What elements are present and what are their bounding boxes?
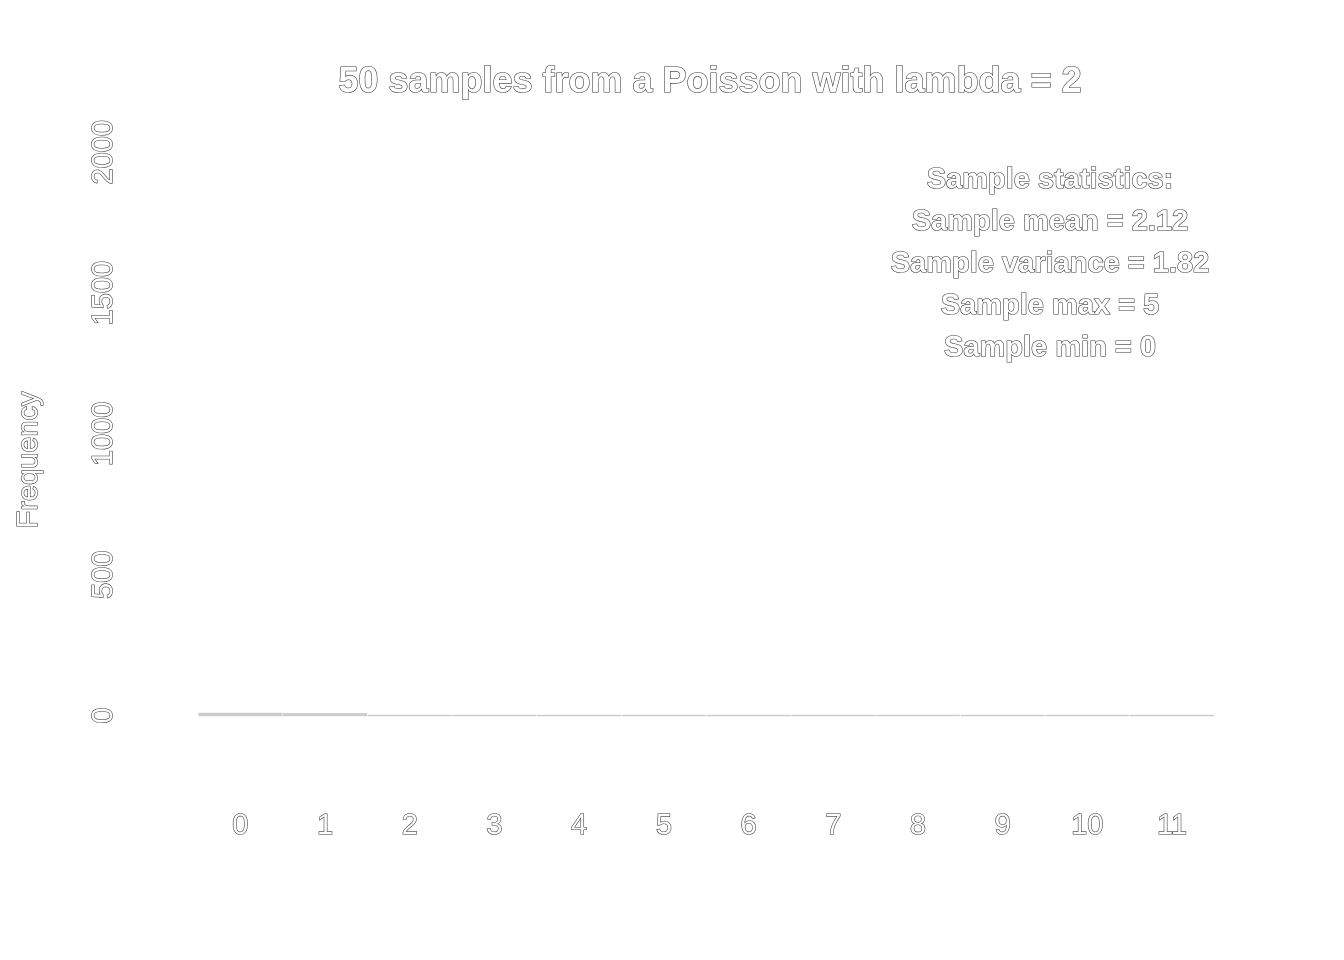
stats-line: Sample mean = 2.12 bbox=[912, 205, 1188, 237]
stats-line: Sample max = 5 bbox=[941, 289, 1159, 321]
x-tick-label: 3 bbox=[486, 809, 502, 841]
y-tick-label: 0 bbox=[87, 707, 119, 723]
x-tick-label: 11 bbox=[1157, 809, 1187, 841]
sample-statistics-annotation: Sample statistics: Sample mean = 2.12 Samp… bbox=[890, 162, 1210, 363]
y-axis-label: Frequency bbox=[12, 391, 44, 529]
x-axis-ticks: 0 1 2 3 4 5 6 7 8 9 10 11 bbox=[232, 808, 1188, 841]
x-tick-label: 8 bbox=[910, 809, 926, 841]
stats-line: Sample min = 0 bbox=[944, 331, 1156, 363]
stats-line: Sample variance = 1.82 bbox=[891, 247, 1209, 279]
bar-1 bbox=[283, 713, 368, 717]
x-tick-label: 2 bbox=[402, 809, 418, 841]
x-tick-label: 5 bbox=[656, 809, 672, 841]
x-tick-label: 9 bbox=[995, 809, 1011, 841]
x-tick-label: 4 bbox=[571, 809, 587, 841]
y-tick-label: 1000 bbox=[87, 402, 119, 467]
y-tick-label: 1500 bbox=[87, 261, 119, 326]
y-tick-label: 2000 bbox=[87, 120, 119, 185]
x-tick-label: 10 bbox=[1071, 809, 1103, 841]
bar-0 bbox=[198, 712, 283, 717]
histogram-bars bbox=[198, 712, 1215, 717]
stats-line: Sample statistics: bbox=[927, 163, 1174, 195]
x-tick-label: 7 bbox=[825, 809, 841, 841]
x-tick-label: 1 bbox=[317, 809, 333, 841]
y-axis-ticks: 0 500 1000 1500 2000 bbox=[86, 119, 119, 724]
x-tick-label: 6 bbox=[741, 809, 757, 841]
chart-title: 50 samples from a Poisson with lambda = … bbox=[338, 59, 1081, 100]
y-tick-label: 500 bbox=[87, 550, 119, 598]
x-tick-label: 0 bbox=[232, 809, 248, 841]
